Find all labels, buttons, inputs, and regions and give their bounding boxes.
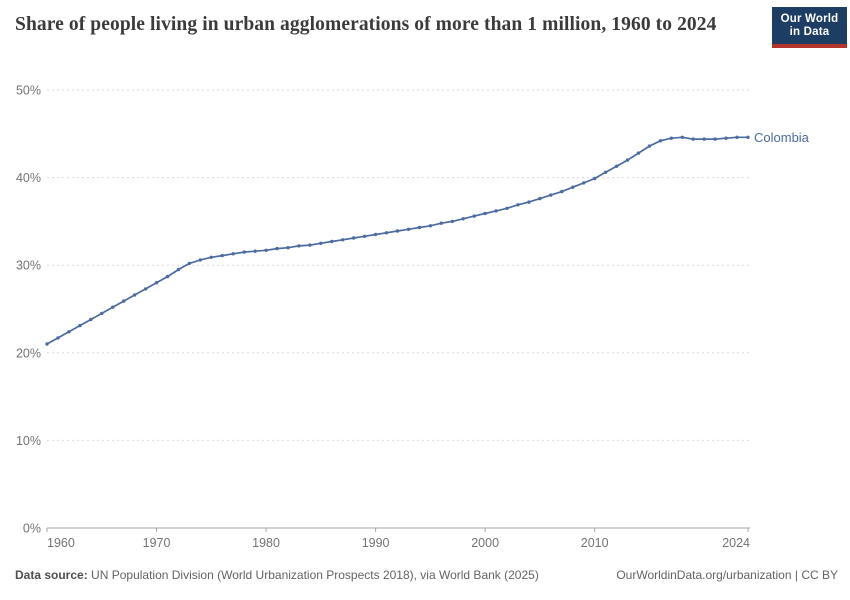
data-point-2024 <box>746 135 750 139</box>
y-tick-label-0: 0% <box>23 522 41 536</box>
data-point-1976 <box>220 253 224 258</box>
data-point-1979 <box>253 249 257 253</box>
data-point-2020 <box>702 137 706 141</box>
data-point-1999 <box>472 214 476 218</box>
data-point-1995 <box>428 224 433 228</box>
data-point-2010 <box>593 176 597 181</box>
data-point-1990 <box>373 232 378 237</box>
data-point-1998 <box>461 217 465 221</box>
data-point-1991 <box>384 231 389 235</box>
data-point-2022 <box>724 136 728 140</box>
data-point-1985 <box>319 241 323 245</box>
data-source-note: Data source: UN Population Division (Wor… <box>15 568 539 582</box>
attribution-link[interactable]: OurWorldinData.org/urbanization | CC BY <box>616 568 838 582</box>
data-point-1963 <box>78 323 82 328</box>
data-point-2012 <box>614 164 619 168</box>
data-point-2016 <box>658 139 663 143</box>
data-point-1986 <box>330 239 334 244</box>
data-point-1967 <box>122 299 126 303</box>
data-point-2001 <box>494 209 498 213</box>
chart-footer: Data source: UN Population Division (Wor… <box>15 568 838 590</box>
series-label-colombia: Colombia <box>754 130 809 146</box>
data-point-2004 <box>527 200 531 204</box>
data-point-1997 <box>450 219 454 224</box>
data-point-2007 <box>560 189 564 194</box>
x-tick-label-2024: 2024 <box>722 536 750 550</box>
data-point-2014 <box>636 151 641 155</box>
data-point-1992 <box>395 229 400 233</box>
x-tick-label-1970: 1970 <box>143 536 171 550</box>
owid-logo-line1: Our World <box>780 13 839 25</box>
x-tick-label-1980: 1980 <box>252 536 280 550</box>
data-point-1972 <box>176 267 181 272</box>
data-point-1980 <box>264 248 268 252</box>
data-point-1993 <box>406 227 411 231</box>
page-title: Share of people living in urban agglomer… <box>15 14 717 35</box>
owid-logo-line2: in Data <box>789 26 830 38</box>
data-point-1971 <box>165 274 170 279</box>
data-point-2006 <box>549 193 553 197</box>
data-point-1965 <box>100 311 104 316</box>
chart-line-colombia <box>46 136 749 345</box>
data-point-1989 <box>362 234 367 238</box>
data-point-1981 <box>275 246 279 251</box>
data-point-1984 <box>308 243 312 247</box>
data-point-2013 <box>625 158 630 162</box>
data-source-text: UN Population Division (World Urbanizati… <box>91 568 539 582</box>
data-point-2009 <box>582 181 586 185</box>
x-tick-label-1960: 1960 <box>47 536 75 550</box>
data-point-1987 <box>341 238 345 242</box>
y-tick-label-10: 10% <box>16 434 41 448</box>
y-tick-label-30: 30% <box>16 259 41 273</box>
data-point-1969 <box>143 287 148 291</box>
data-point-1983 <box>297 244 301 248</box>
x-tick-label-2010: 2010 <box>581 536 609 550</box>
owid-logo[interactable]: Our World in Data <box>772 7 847 48</box>
y-tick-label-50: 50% <box>16 84 41 98</box>
data-point-2017 <box>669 136 673 140</box>
data-point-1973 <box>187 261 192 266</box>
data-point-1960 <box>45 342 49 346</box>
data-point-1966 <box>111 305 115 309</box>
data-point-1964 <box>89 317 93 322</box>
data-point-1994 <box>417 225 422 230</box>
data-point-2008 <box>571 185 575 189</box>
data-point-2011 <box>603 170 608 174</box>
data-point-1978 <box>242 250 246 254</box>
data-point-2003 <box>516 203 520 207</box>
data-point-1968 <box>132 293 137 297</box>
y-tick-label-20: 20% <box>16 346 41 360</box>
data-point-2018 <box>680 135 684 139</box>
data-point-1975 <box>209 255 213 259</box>
data-point-1962 <box>67 330 71 334</box>
data-point-2015 <box>647 144 652 148</box>
data-point-1974 <box>198 258 202 262</box>
data-point-2019 <box>691 137 695 141</box>
y-tick-label-40: 40% <box>16 171 41 185</box>
data-point-2021 <box>713 137 717 141</box>
data-point-1982 <box>286 246 290 250</box>
data-point-1996 <box>439 221 443 225</box>
data-point-2023 <box>735 135 739 139</box>
data-point-2000 <box>483 211 487 216</box>
data-point-1970 <box>154 281 159 285</box>
data-point-2002 <box>505 206 509 210</box>
x-tick-label-1990: 1990 <box>362 536 390 550</box>
data-point-1988 <box>352 236 356 240</box>
data-point-1961 <box>56 336 60 340</box>
x-tick-label-2000: 2000 <box>471 536 499 550</box>
data-point-1977 <box>231 252 235 256</box>
data-source-label: Data source: <box>15 568 88 582</box>
data-point-2005 <box>538 196 542 201</box>
